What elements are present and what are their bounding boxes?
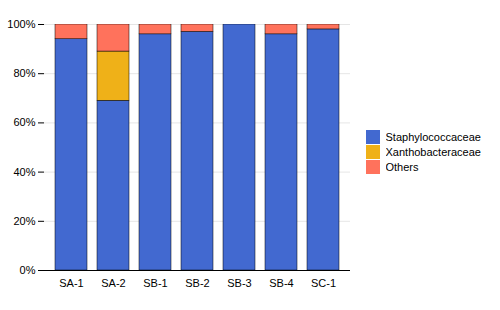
svg-text:SA-2: SA-2	[101, 277, 125, 289]
svg-text:SB-4: SB-4	[269, 277, 293, 289]
svg-text:SB-2: SB-2	[185, 277, 209, 289]
svg-text:100%: 100%	[7, 18, 35, 30]
html-text:Staphylococcaceae: Staphylococcaceae	[385, 130, 481, 143]
svg-text:SA-1: SA-1	[59, 277, 83, 289]
svg-text:80%: 80%	[13, 67, 35, 79]
svg-text:SB-3: SB-3	[227, 277, 251, 289]
svg-text:40%: 40%	[13, 166, 35, 178]
svg-text:SC-1: SC-1	[311, 277, 336, 289]
html-text:Others: Others	[385, 160, 419, 173]
svg-text:SB-1: SB-1	[143, 277, 167, 289]
svg-text:60%: 60%	[13, 116, 35, 128]
svg-text:20%: 20%	[13, 215, 35, 227]
html-text:Xanthobacteraceae: Xanthobacteraceae	[385, 145, 481, 158]
svg-text:0%: 0%	[20, 264, 36, 276]
